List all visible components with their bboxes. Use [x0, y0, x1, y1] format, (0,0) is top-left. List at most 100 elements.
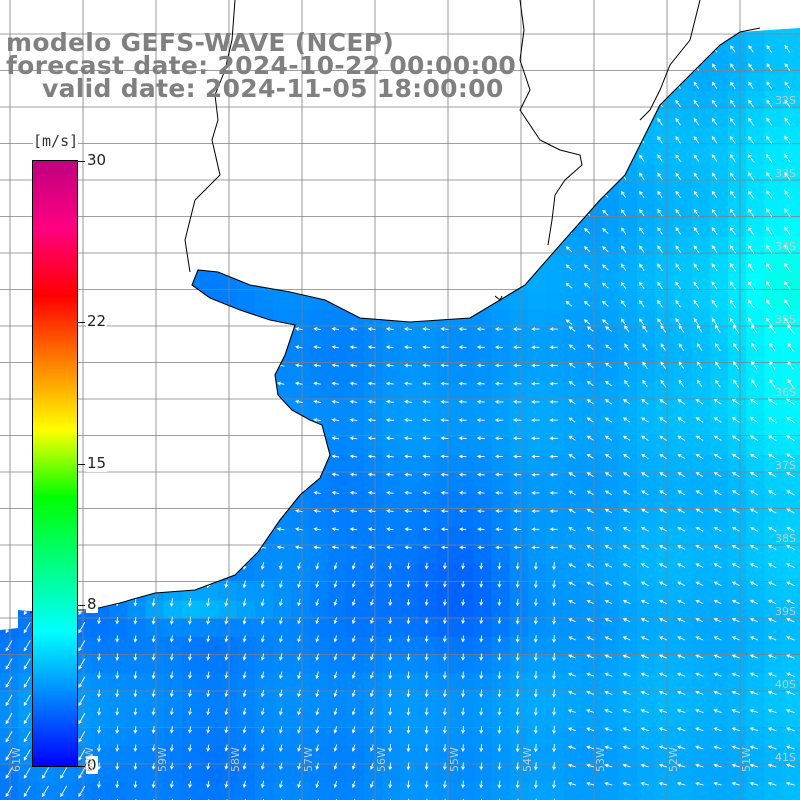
wind-arrow [115, 653, 120, 661]
speed-cell [527, 709, 547, 729]
speed-cell [400, 400, 420, 420]
wind-arrow [602, 154, 609, 162]
speed-cell [0, 218, 19, 238]
wind-arrow [657, 45, 663, 53]
speed-cell [709, 236, 729, 256]
wind-arrow [713, 727, 722, 732]
speed-cell [109, 655, 128, 674]
wind-arrow [242, 671, 247, 680]
speed-cell [655, 200, 674, 219]
speed-cell [273, 418, 292, 438]
wind-arrow [695, 727, 704, 732]
wind-arrow [115, 635, 120, 643]
speed-cell [400, 618, 420, 638]
speed-cell [709, 163, 729, 183]
speed-cell [364, 418, 383, 438]
wind-arrow [97, 562, 101, 570]
wind-arrow [586, 727, 595, 732]
speed-cell [309, 236, 329, 256]
speed-cell [364, 600, 383, 620]
speed-cell [345, 327, 365, 347]
wind-arrow [695, 763, 704, 768]
speed-cell [619, 0, 638, 19]
speed-cell [709, 527, 729, 547]
speed-cell [546, 728, 565, 747]
speed-cell [546, 364, 565, 383]
colorbar-units: [m/s] [33, 132, 79, 150]
speed-cell [491, 564, 511, 583]
wind-arrow [422, 454, 431, 459]
wind-arrow [206, 671, 211, 680]
speed-cell [746, 382, 765, 401]
wind-arrow [696, 343, 703, 351]
speed-cell [455, 436, 474, 456]
wind-arrow [639, 318, 645, 326]
speed-cell [509, 418, 529, 438]
speed-cell [746, 582, 765, 602]
wind-arrow [279, 653, 283, 661]
speed-cell [345, 273, 365, 292]
speed-cell [709, 182, 729, 201]
speed-cell [345, 764, 365, 784]
wind-arrow [133, 635, 138, 643]
wind-arrow [279, 707, 283, 716]
speed-cell [527, 400, 547, 420]
latitude-label: 41S [775, 751, 796, 764]
speed-cell [91, 345, 110, 365]
speed-cell [618, 618, 638, 638]
speed-cell [673, 709, 693, 729]
speed-cell [400, 200, 420, 219]
wind-arrow [442, 725, 447, 734]
speed-cell [182, 564, 201, 583]
speed-cell [546, 709, 565, 729]
wind-arrow [677, 472, 686, 478]
speed-cell [527, 637, 547, 656]
speed-cell [728, 527, 747, 547]
speed-cell [673, 782, 693, 800]
wind-arrow [714, 324, 721, 333]
speed-cell [455, 345, 474, 365]
wind-arrow [622, 527, 631, 532]
speed-cell [200, 728, 219, 747]
wind-arrow [711, 81, 718, 89]
speed-cell [527, 728, 547, 747]
colorbar-tick-label: 8 [86, 594, 98, 613]
wind-arrow [188, 726, 192, 734]
speed-cell [309, 145, 329, 165]
wind-arrow [584, 118, 591, 125]
speed-cell [491, 200, 511, 219]
speed-cell [746, 600, 765, 620]
wind-arrow [586, 672, 595, 677]
speed-cell [109, 291, 128, 310]
wind-arrow [23, 767, 31, 779]
wind-arrow [749, 617, 759, 623]
speed-cell [419, 0, 438, 19]
wind-arrow [422, 436, 431, 441]
speed-cell [436, 618, 456, 638]
speed-cell [582, 327, 602, 347]
wind-arrow [5, 749, 13, 761]
speed-cell [746, 0, 765, 19]
wind-arrow [549, 418, 558, 422]
wind-arrow [586, 618, 594, 623]
wind-arrow [42, 785, 49, 798]
speed-cell [236, 673, 256, 693]
wind-arrow [533, 707, 538, 717]
speed-cell [491, 273, 511, 292]
wind-arrow [494, 436, 504, 441]
speed-cell [400, 273, 420, 292]
speed-cell [509, 618, 529, 638]
wind-arrow [279, 762, 283, 770]
speed-cell [764, 54, 784, 74]
wind-arrow [97, 762, 101, 771]
speed-cell [327, 564, 347, 583]
speed-cell [109, 564, 128, 583]
wind-arrow [713, 672, 722, 677]
speed-cell [764, 72, 784, 92]
wind-arrow [586, 763, 595, 768]
speed-cell [109, 345, 128, 365]
speed-cell [145, 236, 165, 256]
speed-cell [618, 728, 638, 747]
wind-arrow [497, 562, 502, 570]
speed-cell [109, 673, 128, 693]
